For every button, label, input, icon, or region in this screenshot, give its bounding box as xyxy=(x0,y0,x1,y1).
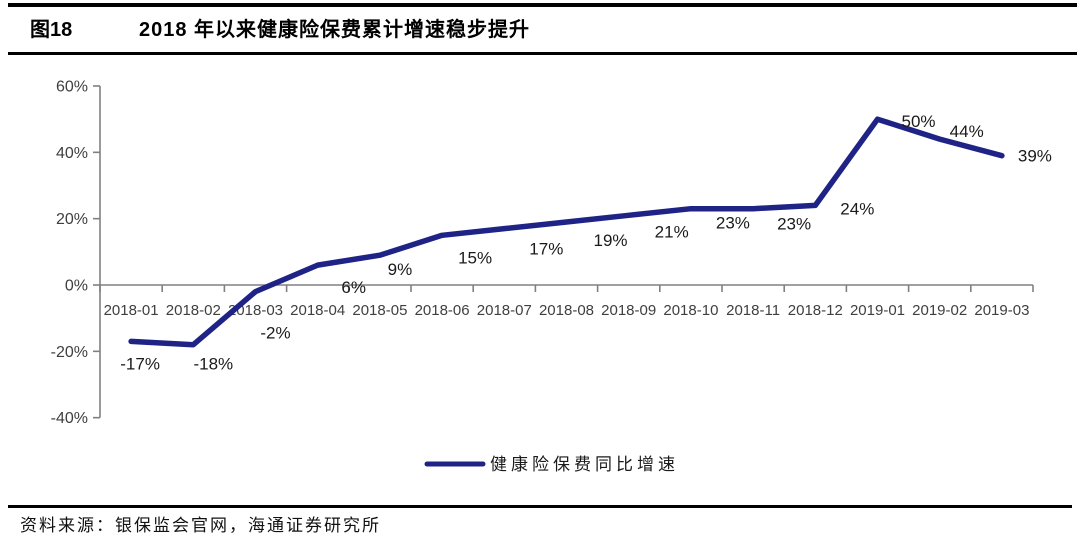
bottom-divider xyxy=(8,505,1072,508)
data-point-label: -18% xyxy=(193,355,233,374)
x-axis-label: 2018-10 xyxy=(663,302,718,319)
data-point-label: 23% xyxy=(716,214,750,233)
data-point-label: 39% xyxy=(1018,147,1052,166)
top-divider xyxy=(8,3,1077,7)
data-point-label: 9% xyxy=(388,260,413,279)
title-divider xyxy=(8,52,1077,55)
data-point-label: 23% xyxy=(777,215,811,234)
y-axis-tick-label: 20% xyxy=(56,211,88,228)
x-axis-label: 2018-02 xyxy=(166,302,221,319)
y-axis-tick-label: 0% xyxy=(65,278,88,295)
figure-number: 图18 xyxy=(30,19,73,41)
source-note: 资料来源：银保监会官网，海通证券研究所 xyxy=(20,516,381,535)
data-point-label: 19% xyxy=(593,231,627,250)
x-axis-label: 2018-06 xyxy=(415,302,470,319)
x-axis-label: 2018-01 xyxy=(104,302,159,319)
y-axis-tick-label: -40% xyxy=(51,410,88,427)
data-point-label: 21% xyxy=(655,222,689,241)
y-axis-tick-label: 60% xyxy=(56,79,88,96)
y-axis-tick-label: 40% xyxy=(56,145,88,162)
data-point-label: 24% xyxy=(840,199,874,218)
x-axis-label: 2018-04 xyxy=(290,302,345,319)
y-axis-tick-label: -20% xyxy=(51,344,88,361)
figure-title: 2018 年以来健康险保费累计增速稳步提升 xyxy=(139,19,531,41)
series-line xyxy=(128,116,1005,348)
x-axis-label: 2019-01 xyxy=(850,302,905,319)
figure-header: 图18 2018 年以来健康险保费累计增速稳步提升 xyxy=(0,14,1080,46)
x-axis-label: 2018-05 xyxy=(352,302,407,319)
x-axis-label: 2019-02 xyxy=(912,302,967,319)
x-axis-labels: 2018-01 2018-02 2018-03 2018-04 2018-05 2018-… xyxy=(104,302,1030,319)
x-axis-label: 2019-03 xyxy=(974,302,1029,319)
x-axis-label: 2018-11 xyxy=(726,302,780,319)
data-labels: -17% -18% -2% 6% 9% 15% 17% 19% 21% 23% 23% 24% 50% 4… xyxy=(120,112,1052,374)
x-axis-label: 2018-07 xyxy=(477,302,532,319)
series-layer xyxy=(128,116,1005,348)
data-point-label: 50% xyxy=(901,112,935,131)
legend-label: 健康险保费同比增速 xyxy=(490,455,679,474)
chart-legend: 健康险保费同比增速 xyxy=(424,455,679,474)
data-point-label: 15% xyxy=(458,248,492,267)
x-axis-label: 2018-08 xyxy=(539,302,594,319)
x-axis-label: 2018-09 xyxy=(601,302,656,319)
data-point-label: 6% xyxy=(341,278,366,297)
data-point-label: -2% xyxy=(260,324,290,343)
x-axis-label: 2018-12 xyxy=(788,302,843,319)
data-point-label: 44% xyxy=(950,122,984,141)
data-point-label: 17% xyxy=(529,240,563,259)
data-point-label: -17% xyxy=(120,354,160,373)
axes-layer: 60% 40% 20% 0% -20% -40% xyxy=(51,79,1034,427)
